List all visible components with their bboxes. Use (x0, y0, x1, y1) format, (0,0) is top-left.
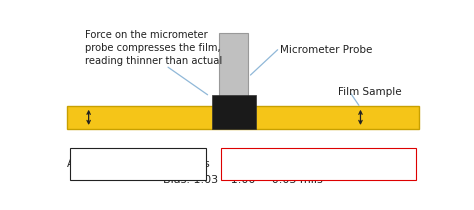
Text: Film Sample: Film Sample (338, 87, 402, 97)
Bar (212, 95, 256, 129)
Bar (219, 33, 248, 106)
Bar (70, 148, 206, 180)
Bar (221, 148, 416, 180)
Text: Bias: 1.03 – 1.00 = 0.03 mils: Bias: 1.03 – 1.00 = 0.03 mils (163, 175, 323, 185)
Text: Measured Thickness: 1.00 mils: Measured Thickness: 1.00 mils (222, 159, 414, 169)
Text: Actual Thickness: 1.03 mils: Actual Thickness: 1.03 mils (67, 159, 210, 169)
Bar (66, 106, 419, 129)
Text: Micrometer Probe: Micrometer Probe (280, 45, 372, 55)
Text: Force on the micrometer
probe compresses the film,
reading thinner than actual: Force on the micrometer probe compresses… (85, 30, 222, 66)
